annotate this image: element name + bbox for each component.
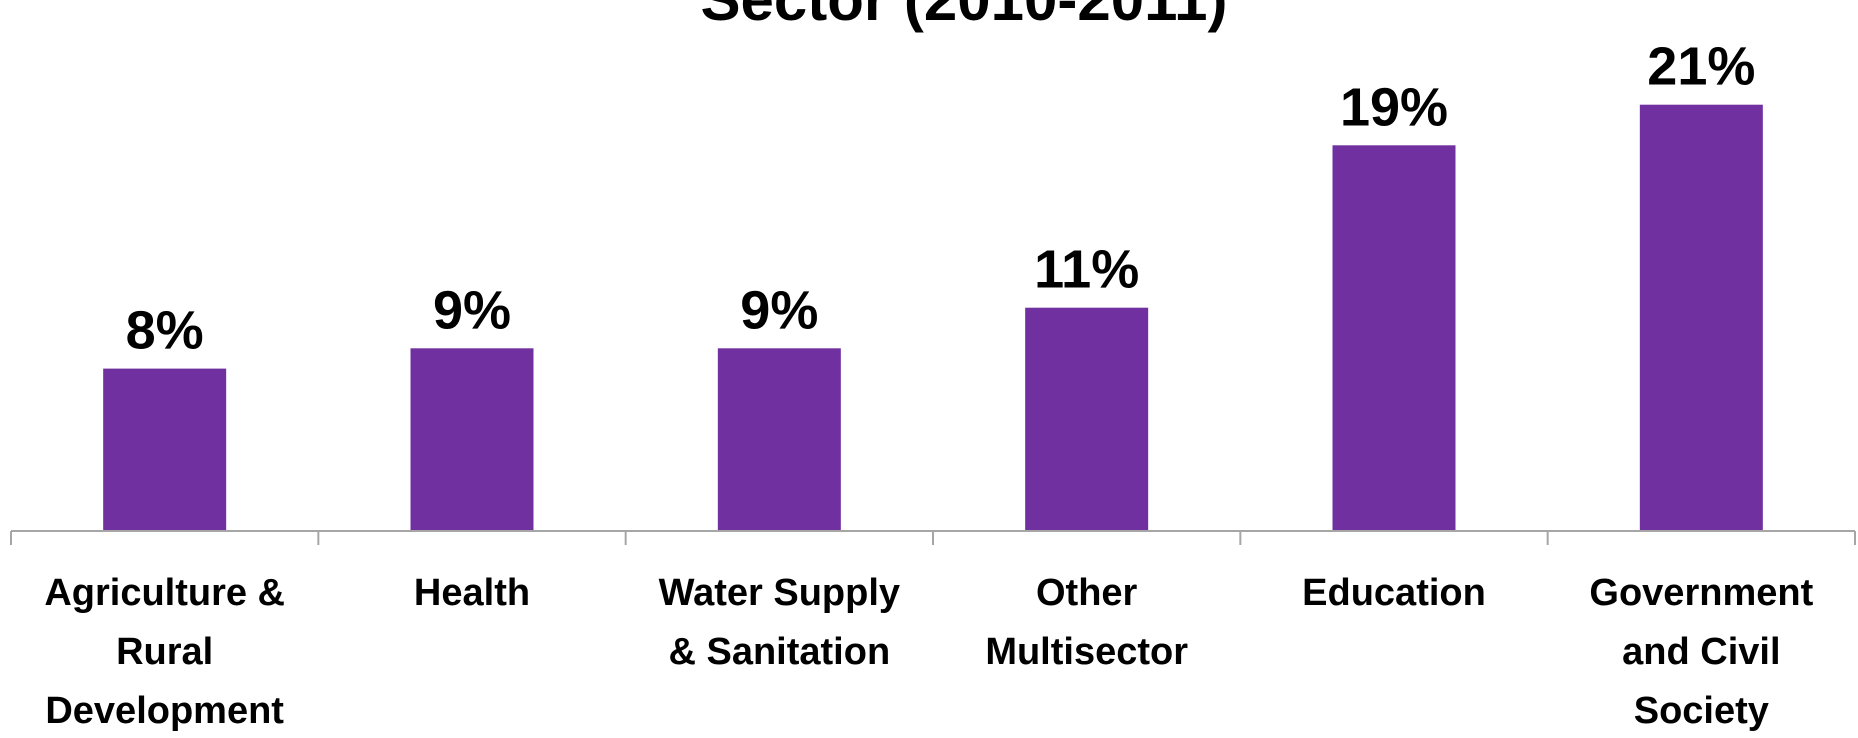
data-label: 19% <box>1340 77 1448 137</box>
bars-layer <box>103 104 1763 532</box>
category-label-line: Education <box>1302 572 1486 614</box>
data-label: 8% <box>126 301 204 361</box>
category-label-line: Multisector <box>985 631 1188 673</box>
x-axis <box>10 530 1856 545</box>
category-label: Education <box>1302 572 1486 614</box>
category-labels-layer: Agriculture & Rural Development Health Water… <box>44 572 1813 732</box>
bar <box>1332 145 1456 532</box>
data-label: 11% <box>1034 240 1139 300</box>
bar <box>1639 104 1763 531</box>
data-labels-layer: 8% 9% 9% 11% 19% 21% <box>126 37 1756 361</box>
category-label-line: Water Supply <box>659 572 900 614</box>
category-label-line: & Sanitation <box>668 631 890 673</box>
category-label-line: Development <box>45 690 284 732</box>
data-label: 9% <box>740 280 818 340</box>
category-label-line: and Civil <box>1622 631 1780 673</box>
bar <box>1025 307 1149 531</box>
category-label-line: Agriculture & <box>44 572 285 614</box>
category-label-line: Health <box>414 572 530 614</box>
category-label: Agriculture & Rural Development <box>44 572 285 732</box>
data-label: 21% <box>1647 37 1755 97</box>
category-label: Water Supply & Sanitation <box>659 572 900 673</box>
data-label: 9% <box>433 280 511 340</box>
chart-title: Sector (2010-2011) <box>701 0 1228 33</box>
category-label-line: Rural <box>116 631 213 673</box>
category-label-line: Other <box>1036 572 1138 614</box>
category-label: Government and Civil Society <box>1589 572 1813 732</box>
category-label: Other Multisector <box>985 572 1188 673</box>
category-label-line: Society <box>1634 690 1769 732</box>
bar <box>103 368 227 531</box>
bar <box>717 348 841 531</box>
bar <box>410 348 534 531</box>
category-label: Health <box>414 572 530 614</box>
category-label-line: Government <box>1589 572 1813 614</box>
